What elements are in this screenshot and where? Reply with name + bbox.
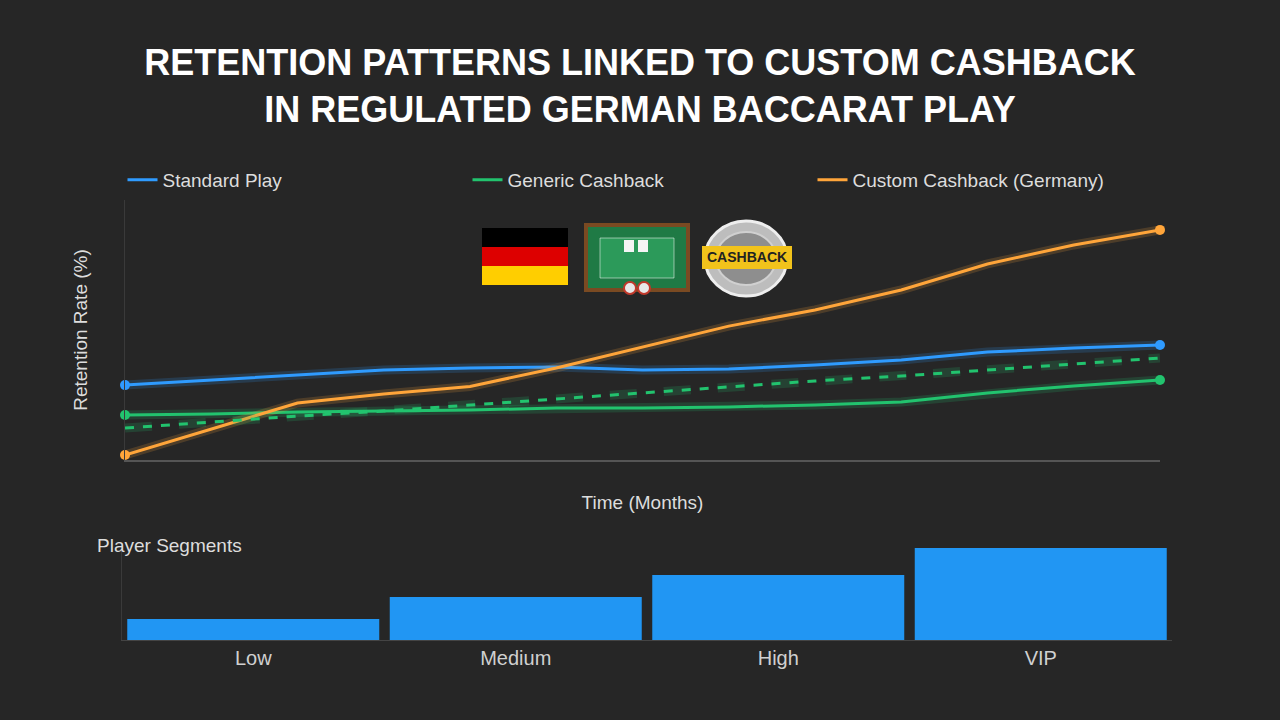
svg-text:Player Segments: Player Segments (97, 535, 242, 556)
svg-text:Time (Months): Time (Months) (582, 492, 704, 513)
svg-text:Retention Rate (%): Retention Rate (%) (70, 249, 91, 411)
svg-text:Low: Low (235, 647, 272, 669)
svg-text:High: High (758, 647, 799, 669)
svg-text:Standard Play: Standard Play (163, 170, 283, 191)
svg-text:CASHBACK: CASHBACK (707, 249, 787, 265)
svg-text:RETENTION PATTERNS LINKED TO C: RETENTION PATTERNS LINKED TO CUSTOM CASH… (144, 42, 1135, 130)
svg-text:Custom Cashback (Germany): Custom Cashback (Germany) (853, 170, 1104, 191)
svg-text:VIP: VIP (1025, 647, 1057, 669)
svg-text:Generic Cashback: Generic Cashback (508, 170, 665, 191)
svg-text:Medium: Medium (480, 647, 551, 669)
